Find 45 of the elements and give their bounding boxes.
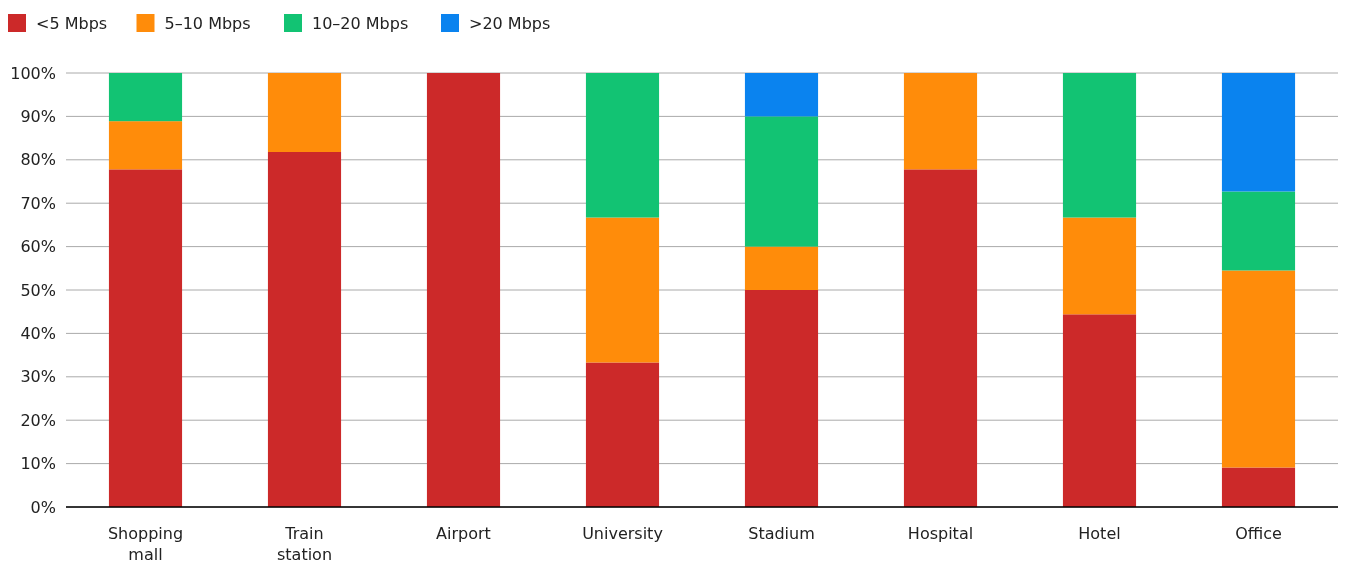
bar — [1221, 191, 1296, 271]
x-tick-label: Train station — [276, 524, 333, 564]
bar — [1221, 467, 1296, 507]
bar — [585, 362, 660, 507]
bar — [585, 217, 660, 363]
legend-label: <5 Mbps — [36, 13, 108, 33]
bar — [108, 121, 183, 170]
y-tick-label: 100% — [10, 63, 56, 83]
y-tick-label: 20% — [20, 410, 56, 430]
legend-label: 5–10 Mbps — [164, 13, 251, 33]
x-tick-label: Shopping mall — [107, 524, 184, 564]
x-tick-label: Office — [1235, 524, 1282, 543]
bar — [1062, 314, 1137, 507]
bar — [744, 290, 819, 507]
bar — [1221, 270, 1296, 468]
bar — [267, 73, 342, 152]
bar — [1062, 73, 1137, 218]
x-tick-label: Hospital — [907, 524, 974, 543]
bar — [1221, 73, 1296, 192]
bar — [903, 73, 978, 170]
bar — [1062, 217, 1137, 315]
x-tick-label: Stadium — [748, 524, 815, 543]
bar — [744, 116, 819, 247]
y-tick-label: 30% — [20, 367, 56, 387]
legend-label: >20 Mbps — [469, 13, 551, 33]
x-tick-label: Airport — [436, 524, 491, 543]
legend-label: 10–20 Mbps — [312, 13, 409, 33]
bar — [267, 151, 342, 507]
y-tick-label: 40% — [20, 324, 56, 343]
x-tick-label: University — [582, 524, 663, 543]
bar — [108, 169, 183, 507]
bar — [744, 246, 819, 290]
bar — [903, 169, 978, 507]
y-tick-label: 90% — [20, 107, 56, 126]
bar — [108, 73, 183, 122]
y-tick-label: 10% — [20, 454, 56, 474]
y-tick-label: 60% — [20, 237, 56, 257]
x-tick-label: Hotel — [1078, 524, 1121, 543]
bar — [744, 73, 819, 117]
y-tick-label: 0% — [30, 497, 56, 517]
y-tick-label: 70% — [20, 193, 56, 213]
y-tick-label: 50% — [20, 280, 56, 300]
bar — [426, 73, 501, 507]
y-tick-label: 80% — [20, 150, 56, 170]
bar — [585, 73, 660, 218]
